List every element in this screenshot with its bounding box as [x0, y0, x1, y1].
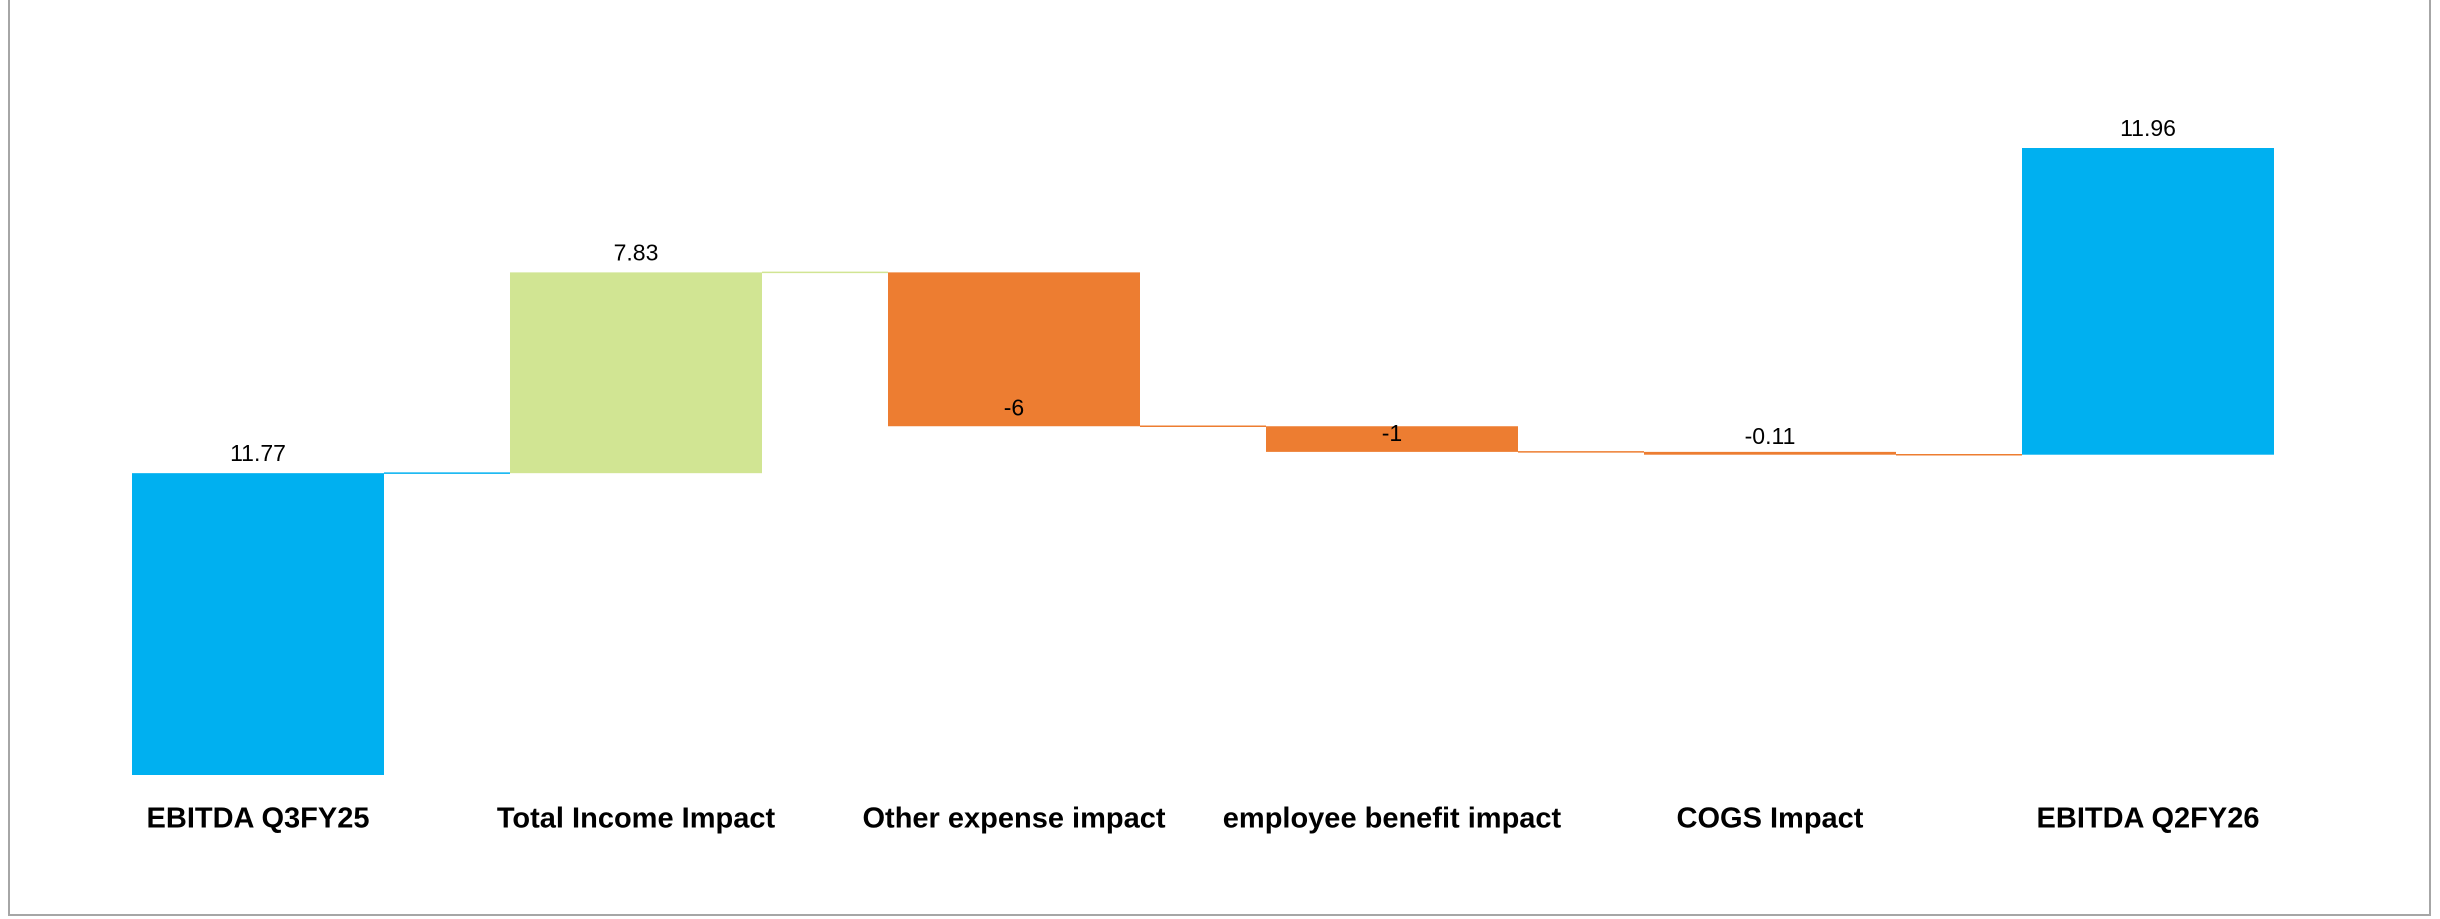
x-tick-label: EBITDA Q3FY25 — [147, 803, 370, 835]
bar — [1266, 426, 1518, 452]
bar — [510, 272, 762, 474]
chart-frame — [8, 0, 2431, 916]
data-label: 11.96 — [2120, 115, 2176, 141]
data-label: -6 — [1004, 394, 1024, 420]
data-label: 11.77 — [230, 440, 286, 466]
bar — [132, 473, 384, 775]
x-tick-label: EBITDA Q2FY26 — [2037, 803, 2260, 835]
x-tick-label: employee benefit impact — [1223, 803, 1562, 835]
x-tick-label: Other expense impact — [863, 803, 1166, 835]
data-label: -1 — [1382, 420, 1402, 446]
x-tick-label: Total Income Impact — [497, 803, 776, 835]
x-tick-label: COGS Impact — [1677, 803, 1864, 835]
bar — [2022, 148, 2274, 455]
data-label: -0.11 — [1745, 423, 1796, 449]
data-label: 7.83 — [614, 239, 659, 265]
bar — [1644, 451, 1896, 455]
bar — [888, 272, 1140, 427]
